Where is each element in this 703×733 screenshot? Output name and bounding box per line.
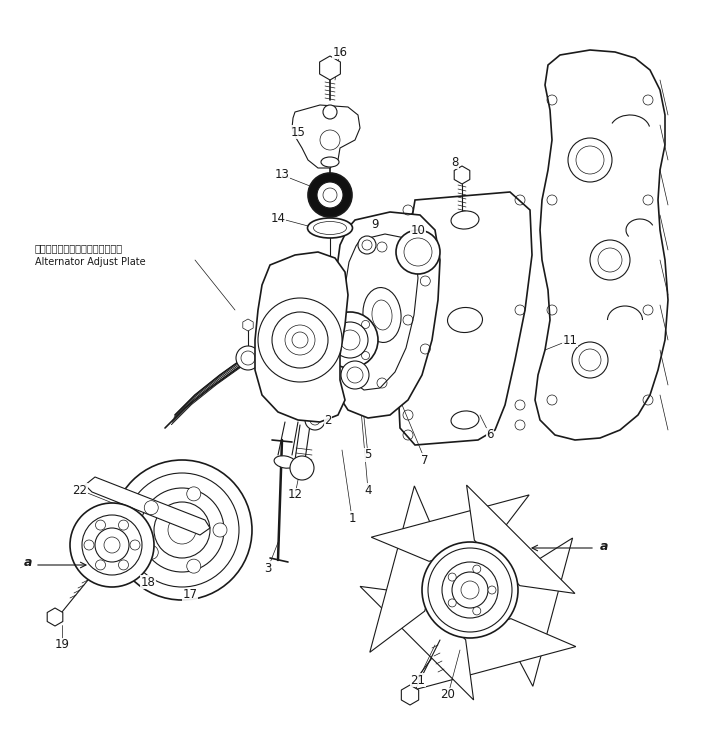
Circle shape xyxy=(119,520,129,530)
Text: 13: 13 xyxy=(275,169,290,182)
Polygon shape xyxy=(502,538,572,686)
Circle shape xyxy=(144,545,158,559)
Polygon shape xyxy=(454,166,470,184)
Ellipse shape xyxy=(321,157,339,167)
Text: 14: 14 xyxy=(271,212,285,224)
Circle shape xyxy=(119,560,129,570)
Circle shape xyxy=(323,105,337,119)
Circle shape xyxy=(422,542,518,638)
Circle shape xyxy=(488,586,496,594)
Circle shape xyxy=(473,565,481,573)
Text: 16: 16 xyxy=(333,45,347,59)
Circle shape xyxy=(95,528,129,562)
Ellipse shape xyxy=(451,411,479,429)
Circle shape xyxy=(473,607,481,615)
Circle shape xyxy=(258,298,342,382)
Text: 15: 15 xyxy=(290,125,305,139)
Circle shape xyxy=(96,520,105,530)
Ellipse shape xyxy=(451,211,479,229)
Circle shape xyxy=(341,361,369,389)
Polygon shape xyxy=(255,252,348,422)
Text: 7: 7 xyxy=(421,454,429,466)
Text: 2: 2 xyxy=(324,413,332,427)
Polygon shape xyxy=(243,319,253,331)
Text: 12: 12 xyxy=(288,488,302,501)
Circle shape xyxy=(308,173,352,217)
Text: 11: 11 xyxy=(562,334,577,347)
Circle shape xyxy=(305,410,325,430)
Circle shape xyxy=(322,312,378,368)
Polygon shape xyxy=(320,56,340,80)
Circle shape xyxy=(572,342,608,378)
Ellipse shape xyxy=(448,307,482,333)
Text: 19: 19 xyxy=(55,638,70,652)
Text: 4: 4 xyxy=(364,484,372,496)
Polygon shape xyxy=(47,608,63,626)
Polygon shape xyxy=(467,485,575,594)
Circle shape xyxy=(358,236,376,254)
Circle shape xyxy=(290,456,314,480)
Polygon shape xyxy=(85,477,210,535)
Circle shape xyxy=(449,599,456,607)
Circle shape xyxy=(187,487,201,501)
Text: 20: 20 xyxy=(441,688,456,701)
Circle shape xyxy=(84,540,94,550)
Polygon shape xyxy=(330,212,440,418)
Text: 22: 22 xyxy=(72,484,87,496)
Text: a: a xyxy=(600,539,608,553)
Ellipse shape xyxy=(307,218,352,238)
Circle shape xyxy=(187,559,201,573)
Circle shape xyxy=(96,560,105,570)
Text: 10: 10 xyxy=(411,224,425,237)
Text: 3: 3 xyxy=(264,561,271,575)
Text: 6: 6 xyxy=(486,429,494,441)
Text: 21: 21 xyxy=(411,674,425,687)
Polygon shape xyxy=(371,495,529,561)
Polygon shape xyxy=(406,619,576,692)
Circle shape xyxy=(70,503,154,587)
Text: 18: 18 xyxy=(141,575,155,589)
Text: 8: 8 xyxy=(451,155,458,169)
Polygon shape xyxy=(360,586,474,700)
Polygon shape xyxy=(398,192,532,445)
Polygon shape xyxy=(292,105,360,168)
Circle shape xyxy=(213,523,227,537)
Text: Alternator Adjust Plate: Alternator Adjust Plate xyxy=(35,257,146,267)
Polygon shape xyxy=(535,50,668,440)
Polygon shape xyxy=(401,685,419,705)
Text: 17: 17 xyxy=(183,589,198,602)
Circle shape xyxy=(130,540,140,550)
Circle shape xyxy=(317,182,343,208)
Circle shape xyxy=(449,573,456,581)
Circle shape xyxy=(568,138,612,182)
Circle shape xyxy=(144,501,158,515)
Circle shape xyxy=(140,488,224,572)
Ellipse shape xyxy=(274,456,296,468)
Polygon shape xyxy=(370,486,441,652)
Text: 5: 5 xyxy=(364,449,372,462)
Text: 1: 1 xyxy=(348,512,356,525)
Circle shape xyxy=(590,240,630,280)
Circle shape xyxy=(442,562,498,618)
Circle shape xyxy=(236,346,260,370)
Ellipse shape xyxy=(363,287,401,342)
Text: 9: 9 xyxy=(371,218,379,232)
Text: オルタネータアジャストプレート: オルタネータアジャストプレート xyxy=(35,243,123,253)
Circle shape xyxy=(396,230,440,274)
Text: a: a xyxy=(24,556,32,570)
Circle shape xyxy=(112,460,252,600)
